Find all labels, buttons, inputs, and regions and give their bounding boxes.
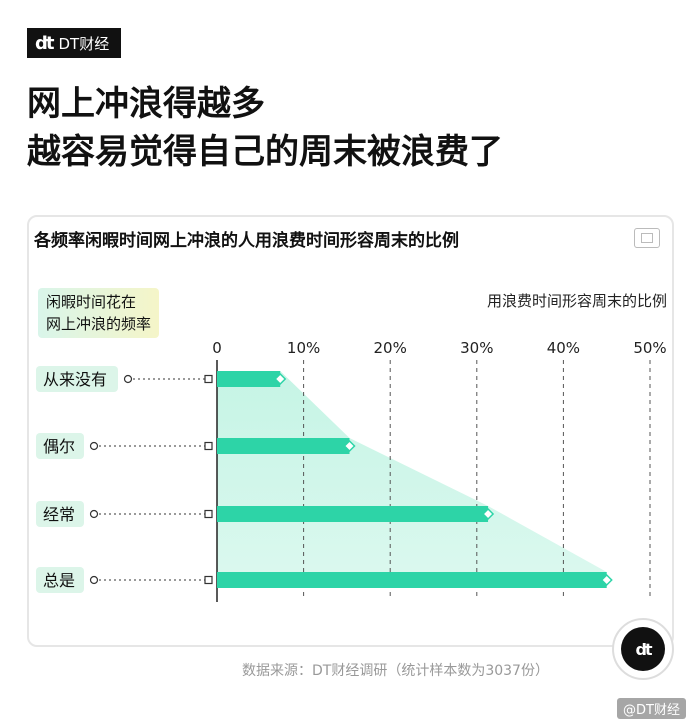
headline-line-2: 越容易觉得自己的周末被浪费了 xyxy=(27,132,503,172)
category-label-bg xyxy=(36,433,84,459)
connector-dot xyxy=(89,441,99,451)
headline: 网上冲浪得越多 越容易觉得自己的周末被浪费了 xyxy=(27,80,503,176)
chart-title: 各频率闲暇时间网上冲浪的人用浪费时间形容周末的比例 xyxy=(34,231,459,251)
x-tick-label: 20% xyxy=(374,339,407,357)
connector-dot xyxy=(123,374,133,384)
category-label: 偶尔 xyxy=(43,437,75,456)
category-label: 经常 xyxy=(43,505,75,524)
bar-end-marker xyxy=(600,573,613,587)
x-tick-label: 0 xyxy=(212,339,222,357)
x-tick-label: 30% xyxy=(460,339,493,357)
x-tick-label: 10% xyxy=(287,339,320,357)
connector-square xyxy=(204,374,213,384)
area-fill xyxy=(217,371,607,588)
category-label: 从来没有 xyxy=(43,370,107,389)
badge-mark: dt xyxy=(621,627,665,671)
connector-square xyxy=(204,441,213,451)
x-tick-label: 50% xyxy=(633,339,666,357)
footer-watermark: @DT财经 xyxy=(617,698,686,719)
connector-square xyxy=(204,575,213,585)
y-axis-label: 闲暇时间花在 网上冲浪的频率 xyxy=(38,288,160,338)
connector-square xyxy=(204,509,213,519)
logo-mark: dt xyxy=(35,32,54,54)
bar xyxy=(217,506,489,522)
bar xyxy=(217,572,607,588)
expand-icon xyxy=(634,228,660,248)
x-tick-label: 40% xyxy=(547,339,580,357)
y-axis-label-line-1: 闲暇时间花在 xyxy=(46,293,137,311)
badge-logo: dt xyxy=(612,618,674,680)
category-label: 总是 xyxy=(43,571,75,590)
category-label-bg xyxy=(36,501,84,527)
bar-end-marker xyxy=(274,372,287,386)
headline-line-1: 网上冲浪得越多 xyxy=(27,84,265,124)
x-axis-label: 用浪费时间形容周末的比例 xyxy=(486,292,667,310)
connector-dot xyxy=(89,575,99,585)
bar-end-marker xyxy=(481,507,495,521)
category-label-bg xyxy=(36,366,118,392)
bar-end-marker xyxy=(343,439,356,453)
bar xyxy=(217,438,350,454)
source-note: 数据来源：DT财经调研（统计样本数为3037份） xyxy=(242,663,549,679)
brand-logo: dt DT财经 xyxy=(27,28,121,58)
logo-text: DT财经 xyxy=(58,34,110,53)
y-axis-label-line-2: 网上冲浪的频率 xyxy=(46,315,152,333)
category-label-bg xyxy=(36,567,84,593)
bar xyxy=(217,371,281,387)
connector-dot xyxy=(89,509,99,519)
